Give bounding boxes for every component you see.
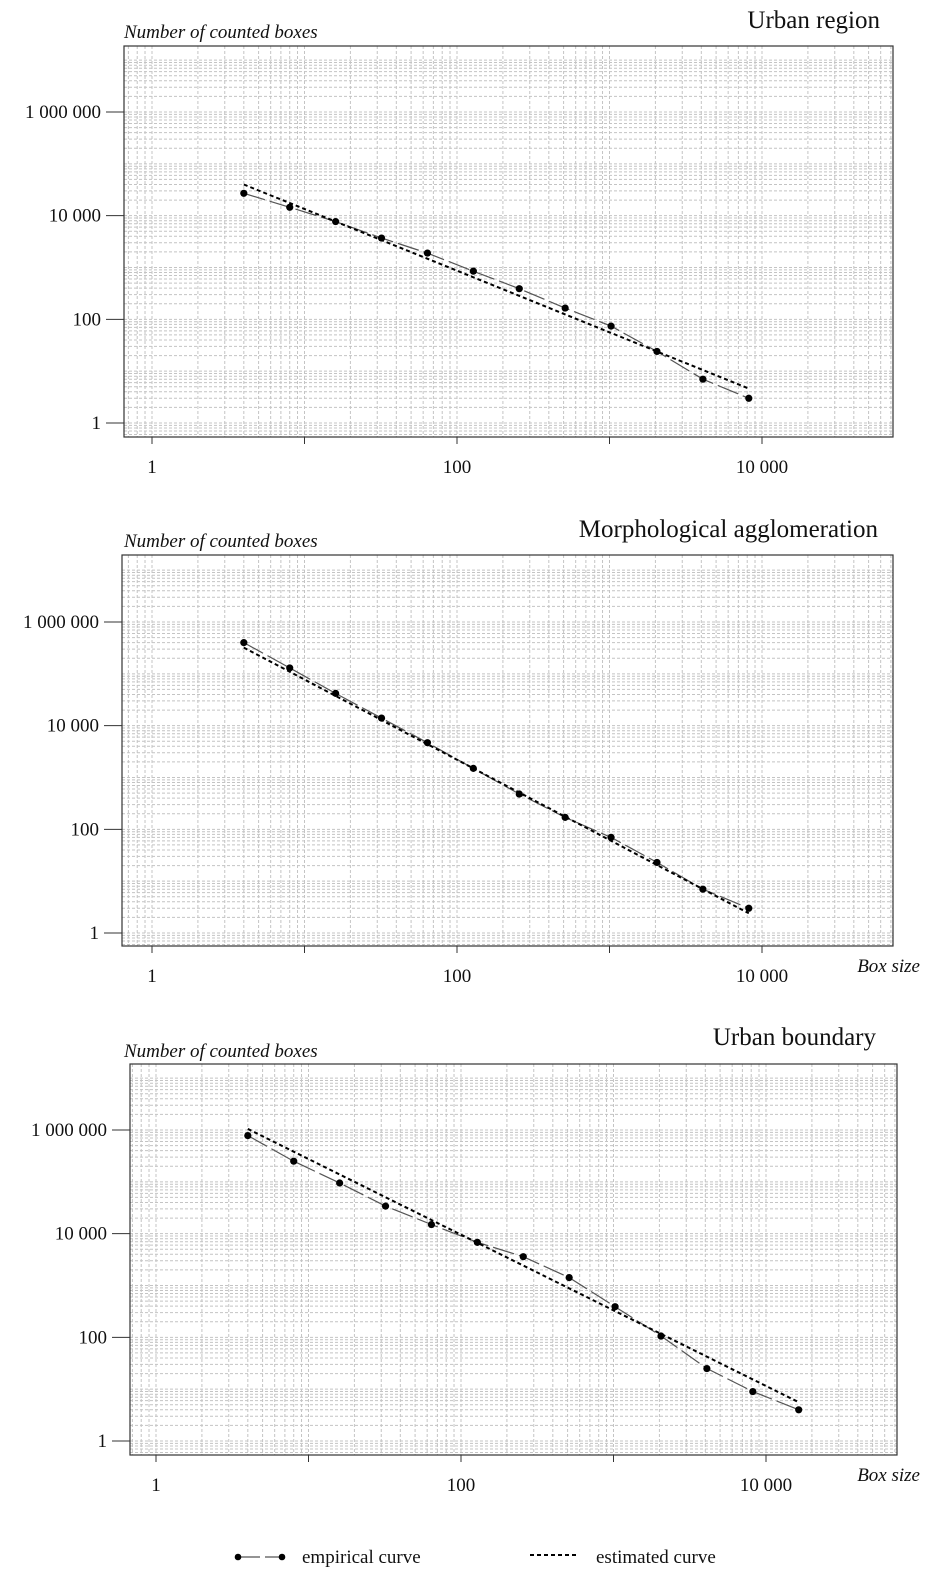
legend: empirical curve estimated curve [234,1547,716,1568]
grid [122,555,893,946]
empirical-curve-line [247,1135,799,1411]
legend-empirical-point [234,1553,242,1561]
empirical-point [703,1364,711,1373]
chart-title: Urban boundary [713,1024,877,1051]
x-tick-label: 1 [147,966,157,987]
empirical-point [561,813,569,821]
plot-frame [129,1063,898,1456]
empirical-point [607,833,615,841]
empirical-point [381,1202,390,1210]
estimated-curve-line [247,1128,800,1404]
legend-empirical-point [278,1553,286,1561]
y-tick-label: 1 000 000 [31,1120,107,1141]
plot-frame [123,45,894,438]
x-tick-label: 1 [147,457,157,478]
chart-panel-3: 1 100 10 000 1 100 10 000 1 000 000 Urban bound… [31,1024,920,1496]
y-axis-label: Number of counted boxes [123,1041,318,1062]
empirical-curve-line [243,642,750,909]
y-tick-label: 10 000 [55,1224,107,1245]
empirical-point [427,1220,436,1229]
x-axis-label: Box size [857,1465,920,1486]
empirical-point [745,904,753,912]
x-tick-label: 10 000 [736,966,788,987]
chart-title: Urban region [747,7,880,34]
x-tick-label: 100 [443,457,472,478]
y-tick-label: 1 [90,923,100,944]
x-tick-label: 1 [151,1475,161,1496]
empirical-point [290,1157,298,1165]
empirical-point [611,1303,619,1311]
y-tick-label: 1 [92,413,102,434]
grid [124,46,893,437]
empirical-point [607,322,615,330]
x-tick-label: 10 000 [736,457,788,478]
y-tick-label: 1 000 000 [25,102,101,123]
empirical-point [653,858,661,867]
x-axis-label: Box size [857,956,920,977]
empirical-point [423,249,432,257]
chart-panel-2: 1 100 10 000 1 100 10 000 1 000 000 Morphologic… [23,516,920,987]
empirical-point [332,689,340,697]
y-tick-label: 1 [98,1431,108,1452]
x-tick-label: 100 [447,1475,476,1496]
empirical-point [286,203,294,211]
y-axis-label: Number of counted boxes [123,531,318,552]
empirical-point [519,1253,527,1261]
empirical-point [240,189,248,197]
y-tick-label: 1 000 000 [23,612,99,633]
chart-title: Morphological agglomeration [579,516,879,543]
legend-empirical-label: empirical curve [302,1547,421,1568]
grid [130,1064,897,1455]
y-axis-label: Number of counted boxes [123,22,318,43]
empirical-point [749,1387,757,1396]
y-tick-label: 100 [71,819,100,840]
empirical-point [699,375,707,383]
x-tick-label: 10 000 [740,1475,792,1496]
y-tick-label: 100 [73,309,102,330]
empirical-point [745,394,753,402]
empirical-point [336,1179,344,1187]
estimated-curve-line [243,646,750,915]
empirical-point [795,1406,803,1414]
y-tick-label: 100 [79,1327,108,1348]
empirical-point [515,285,523,293]
empirical-point [565,1274,573,1282]
estimated-curve-line [243,183,750,390]
empirical-point [653,347,661,356]
x-tick-label: 100 [443,966,472,987]
y-tick-label: 10 000 [47,716,99,737]
empirical-point [469,267,477,275]
empirical-point [240,639,248,647]
empirical-point [423,739,432,747]
plot-frame [121,554,894,947]
chart-panel-1: 1 100 10 000 1 100 10 000 1 000 000 Urban regio… [25,7,894,478]
y-tick-label: 10 000 [49,206,101,227]
empirical-point [244,1131,252,1140]
empirical-point [473,1238,481,1246]
empirical-point [561,304,569,312]
legend-estimated-label: estimated curve [596,1547,716,1568]
